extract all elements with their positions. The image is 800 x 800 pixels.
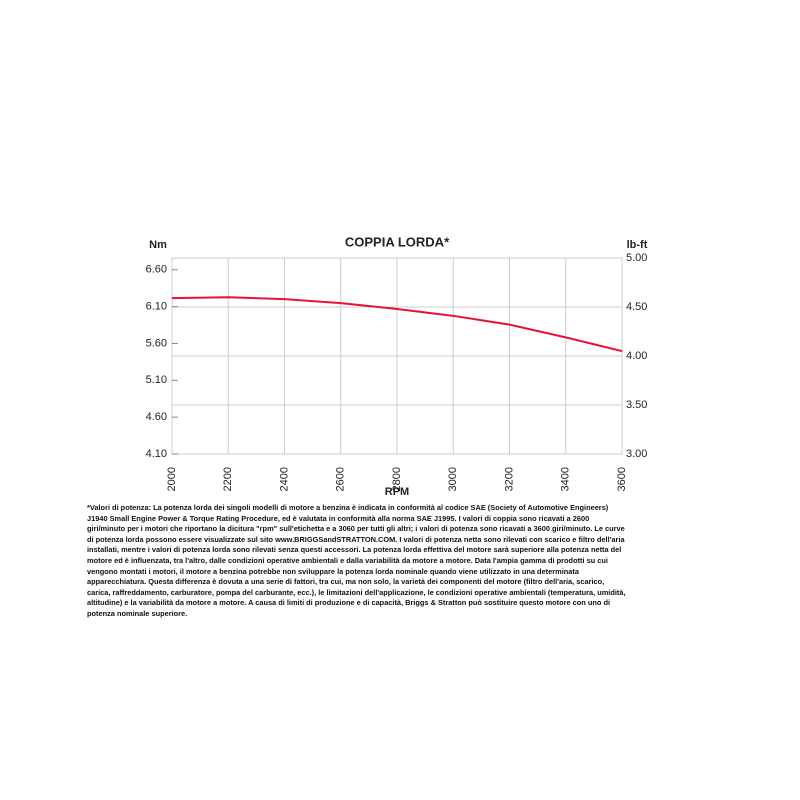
- footnote: *Valori di potenza: La potenza lorda dei…: [87, 503, 626, 618]
- x-tick-label: 2200: [222, 467, 234, 491]
- x-tick-label: 2800: [391, 467, 403, 491]
- y2-tick-label: 4.50: [626, 301, 647, 313]
- x-tick-label: 2600: [335, 467, 347, 491]
- y2-tick-label: 4.00: [626, 350, 647, 362]
- y2-tick-label: 3.50: [626, 399, 647, 411]
- line: [171, 296, 623, 353]
- x-axis-title: RPM: [385, 486, 409, 498]
- y-axis-title: Nm: [149, 239, 167, 251]
- y-tick-label: 6.60: [146, 264, 167, 276]
- y-tick-label: 6.10: [146, 301, 167, 313]
- x-tick-label: 3200: [503, 467, 515, 491]
- y2-tick-label: 3.00: [626, 448, 647, 460]
- x-tick-label: 3600: [616, 467, 628, 491]
- y-tick-label: 5.60: [146, 337, 167, 349]
- y-tick-label: 5.10: [146, 374, 167, 386]
- y2-axis-title: lb-ft: [627, 239, 648, 251]
- y-tick-label: 4.60: [146, 411, 167, 423]
- chart: COPPIA LORDA* Nm lb-ft RPM 2000 2200 2400 2…: [146, 234, 648, 498]
- y2-tick-label: 5.00: [626, 252, 647, 264]
- x-tick-label: 3000: [447, 467, 459, 491]
- x-tick-label: 3400: [560, 467, 572, 491]
- x-tick-label: 2000: [166, 467, 178, 491]
- y-tick-label: 4.10: [146, 448, 167, 460]
- x-tick-label: 2400: [278, 467, 290, 491]
- chart-title: COPPIA LORDA*: [345, 234, 450, 249]
